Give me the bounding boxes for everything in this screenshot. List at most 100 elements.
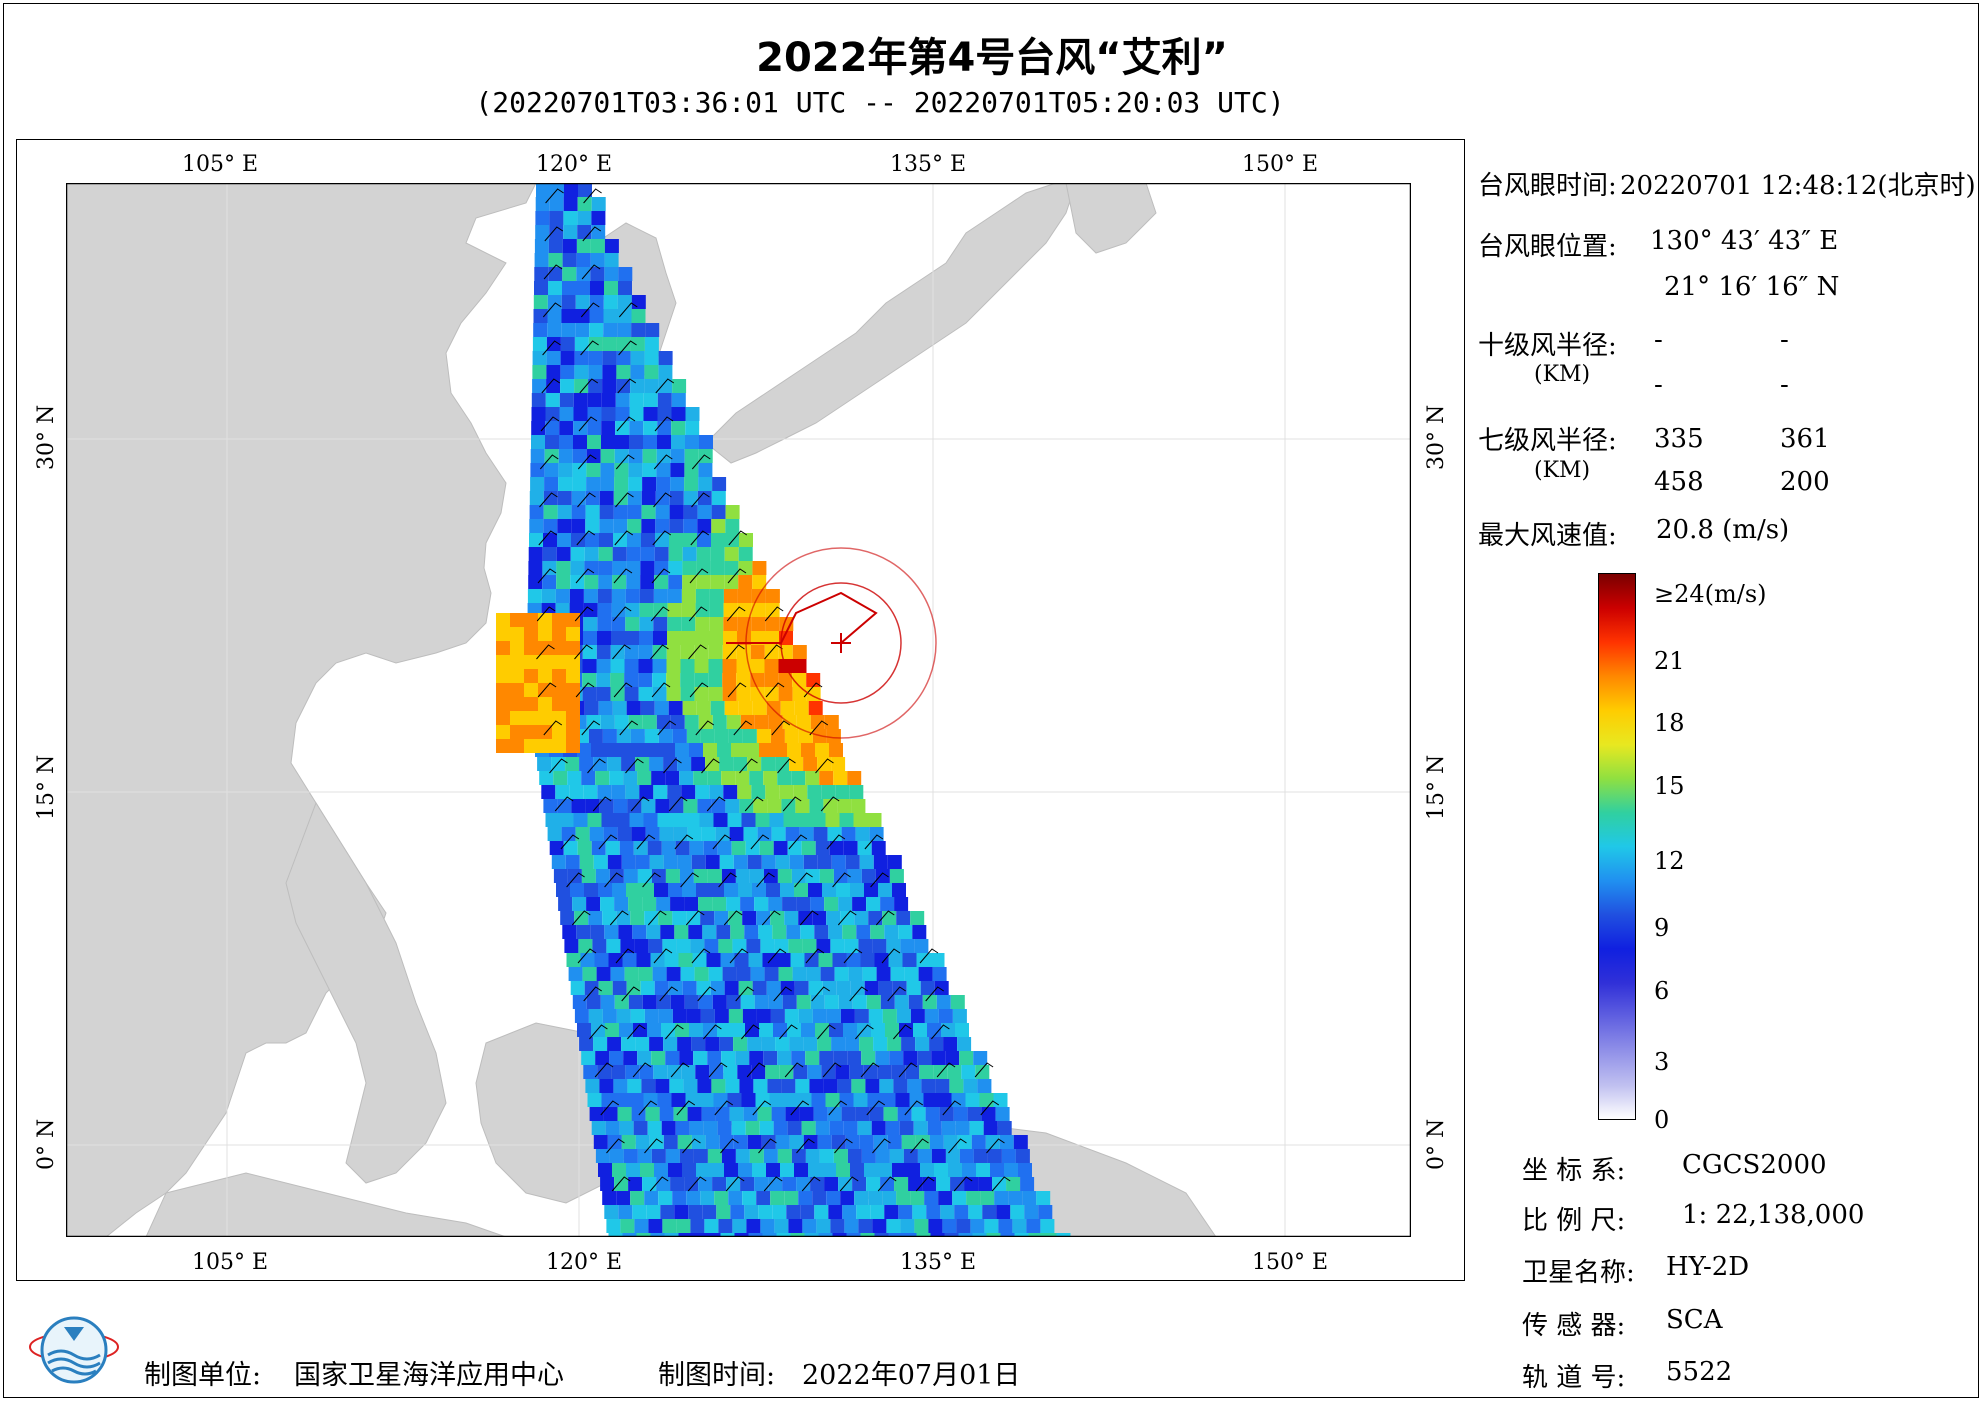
wind-cell: [809, 1079, 824, 1093]
wind-cell: [918, 967, 933, 981]
wind-cell: [916, 1233, 931, 1237]
wind-cell: [783, 813, 798, 827]
wind-cell: [599, 491, 614, 505]
wind-barb: [577, 454, 597, 470]
wind-cell: [669, 491, 684, 505]
wind-cell: [639, 617, 654, 631]
wind-cell: [564, 183, 578, 197]
wind-cell: [633, 1121, 648, 1135]
wind-cell: [635, 1037, 650, 1051]
producer-value: 国家卫星海洋应用中心: [294, 1360, 564, 1391]
wind-cell: [836, 981, 851, 995]
wind-cell: [752, 575, 767, 589]
eye-lat: 21° 16′ 16″ N: [1664, 272, 1840, 302]
wind-cell: [638, 673, 653, 687]
wind-cell: [882, 911, 897, 925]
wind-cell: [658, 1009, 673, 1023]
wind-cell: [913, 1023, 927, 1037]
wind-cell: [603, 827, 618, 841]
wind-cell: [627, 491, 642, 505]
wind-cell: [689, 841, 704, 855]
wind-cell: [856, 925, 871, 939]
wind-cell: [496, 697, 510, 711]
wind-barb: [651, 682, 671, 698]
wind-cell: [609, 771, 624, 785]
wind-cell: [742, 911, 757, 925]
wind-cell: [714, 729, 729, 743]
wind-barb: [654, 416, 674, 432]
wind-barb: [614, 530, 634, 546]
wind-speed-colorbar: [1598, 573, 1636, 1120]
wind-cell: [698, 995, 713, 1009]
wind-cell: [604, 281, 618, 295]
wind-cell: [847, 1149, 862, 1163]
wind-cell: [605, 1023, 619, 1037]
wind-cell: [667, 631, 681, 645]
wind-cell: [871, 1121, 886, 1135]
wind-cell: [850, 1163, 864, 1177]
wind-cell: [759, 1121, 774, 1135]
wind-cell: [690, 939, 705, 953]
wind-cell: [754, 1177, 769, 1191]
wind-cell: [978, 1177, 993, 1191]
wind-cell: [771, 827, 786, 841]
wind-cell: [831, 1135, 846, 1149]
wind-cell: [725, 505, 740, 519]
wind-barb: [723, 910, 743, 926]
wind-cell: [736, 967, 751, 981]
wind-cell: [738, 701, 753, 715]
wind-cell: [623, 869, 638, 883]
wind-barb: [893, 1024, 912, 1040]
wind-cell: [999, 1135, 1014, 1149]
wind-cell: [891, 1065, 906, 1079]
wind-cell: [924, 1009, 939, 1023]
wind-cell: [531, 421, 546, 435]
wind-cell: [574, 379, 589, 393]
r7-value: 361: [1780, 424, 1830, 454]
wind-cell: [528, 547, 543, 561]
wind-cell: [706, 953, 721, 967]
wind-cell: [614, 995, 629, 1009]
wind-cell: [530, 449, 545, 463]
wind-cell: [839, 1093, 854, 1107]
wind-cell: [667, 617, 682, 631]
wind-cell: [683, 533, 697, 547]
wind-cell: [824, 897, 839, 911]
wind-cell: [840, 911, 855, 925]
wind-cell: [671, 393, 686, 407]
wind-barb: [613, 682, 633, 698]
wind-cell: [898, 1205, 913, 1219]
wind-cell: [654, 981, 669, 995]
wind-cell: [670, 449, 685, 463]
wind-cell: [780, 1163, 794, 1177]
wind-cell: [611, 589, 626, 603]
wind-cell: [552, 739, 566, 753]
wind-cell: [556, 561, 571, 575]
wind-cell: [680, 967, 695, 981]
wind-cell: [617, 1107, 632, 1121]
wind-cell: [675, 743, 689, 757]
wind-cell: [510, 683, 524, 697]
wind-cell: [533, 295, 548, 309]
wind-cell: [547, 827, 562, 841]
wind-cell: [640, 981, 655, 995]
wind-cell: [680, 673, 695, 687]
wind-barb: [581, 720, 601, 736]
wind-cell: [794, 701, 809, 715]
wind-cell: [693, 1051, 708, 1065]
wind-cell: [544, 463, 559, 477]
wind-cell: [626, 547, 641, 561]
wind-cell: [756, 1009, 771, 1023]
wind-cell: [577, 197, 592, 211]
wind-cell: [998, 1219, 1013, 1233]
wind-cell: [713, 813, 728, 827]
wind-cell: [546, 379, 561, 393]
wind-cell: [642, 449, 657, 463]
wind-barb: [688, 644, 707, 660]
wind-cell: [621, 1037, 636, 1051]
wind-cell: [826, 911, 841, 925]
wind-cell: [831, 855, 846, 869]
wind-cell: [556, 575, 571, 589]
wind-cell: [820, 967, 835, 981]
wind-cell: [792, 645, 807, 659]
